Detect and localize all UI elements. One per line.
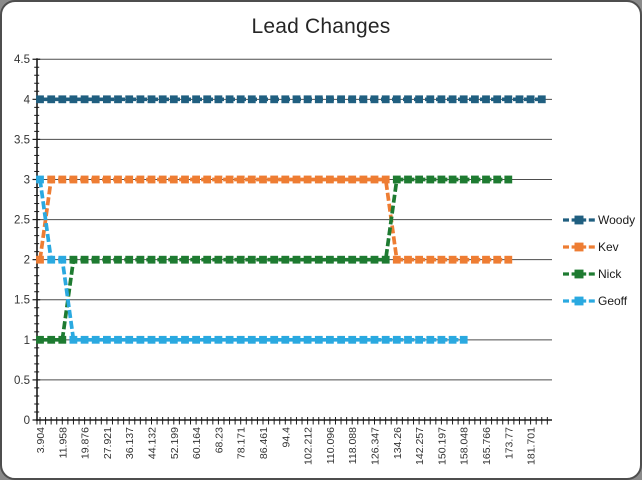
x-tick-label: 158.048 (459, 427, 471, 465)
x-tick-label: 86.461 (258, 427, 270, 459)
x-tick-label: 134.26 (392, 427, 404, 459)
y-tick-label: 0.5 (14, 375, 30, 387)
x-tick-label: 150.197 (436, 427, 448, 465)
y-axis-ticks (32, 58, 41, 421)
y-tick-label: 2 (24, 255, 30, 267)
x-tick-label: 165.766 (481, 427, 493, 465)
x-tick-label: 60.164 (191, 427, 203, 459)
legend-label: Woody (598, 212, 636, 227)
x-tick-label: 102.212 (303, 427, 315, 465)
y-tick-label: 4 (24, 94, 31, 106)
y-tick-label: 1.5 (14, 295, 30, 307)
series-markers-nick (36, 175, 513, 344)
legend-item-nick: Nick (562, 266, 635, 281)
x-tick-label: 118.088 (347, 427, 359, 464)
x-tick-label: 3.904 (35, 427, 47, 453)
x-axis-ticks (36, 417, 548, 425)
legend-marker-icon (563, 242, 595, 251)
x-axis-labels: 3.904 11.958 19.876 27.921 36.137 44.132 52.19… (35, 427, 538, 465)
legend-marker-icon (563, 296, 595, 305)
y-tick-label: 4.5 (14, 54, 30, 66)
x-tick-label: 126.347 (370, 427, 382, 465)
x-tick-label: 181.701 (526, 427, 538, 465)
chart-legend: Woody Kev Nick Geoff (562, 212, 636, 308)
x-tick-label: 11.958 (57, 427, 69, 458)
y-axis-labels: 0 0.5 1 1.5 2 2.5 3 3.5 4 4.5 (14, 54, 31, 427)
chart-title: Lead Changes (251, 15, 391, 38)
series-markers-woody (36, 95, 546, 104)
y-tick-label: 3 (24, 174, 30, 186)
legend-marker-icon (563, 269, 595, 278)
legend-marker-icon (563, 215, 595, 224)
legend-label: Geoff (598, 293, 628, 308)
x-tick-label: 142.257 (414, 427, 426, 465)
legend-label: Kev (598, 239, 619, 254)
x-tick-label: 52.199 (169, 427, 181, 459)
y-tick-label: 3.5 (14, 134, 30, 146)
x-tick-label: 78.171 (236, 427, 248, 459)
series-markers-geoff (36, 175, 468, 344)
x-tick-label: 36.137 (124, 427, 136, 459)
legend-item-geoff: Geoff (562, 293, 635, 308)
x-tick-label: 27.921 (102, 427, 114, 459)
x-tick-label: 173.77 (503, 427, 515, 459)
y-tick-label: 2.5 (14, 215, 30, 227)
x-tick-label: 110.096 (325, 427, 337, 464)
x-tick-label: 19.876 (80, 427, 92, 459)
series-markers-kev (36, 175, 513, 264)
x-tick-label: 94.4 (280, 427, 292, 448)
legend-label: Nick (598, 266, 622, 281)
y-tick-label: 0 (24, 415, 30, 427)
y-tick-label: 1 (24, 335, 30, 347)
legend-item-kev: Kev (562, 239, 635, 254)
x-tick-label: 68.23 (213, 427, 225, 453)
legend-item-woody: Woody (562, 212, 636, 227)
x-tick-label: 44.132 (147, 427, 159, 459)
